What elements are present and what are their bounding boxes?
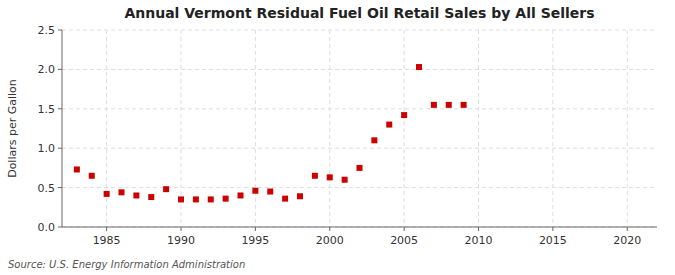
point [148,194,154,200]
point [163,186,169,192]
x-grid-line [478,30,479,227]
x-tick-label: 1985 [93,234,121,247]
y-tick-label: 1.0 [38,142,56,155]
y-axis-label: Dollars per Gallon [6,79,19,178]
point [238,192,244,198]
y-tick [58,30,62,31]
x-tick [255,227,256,231]
point [342,177,348,183]
source-note: Source: U.S. Energy Information Administ… [8,259,245,270]
x-tick-label: 2020 [613,234,641,247]
y-tick-label: 1.5 [38,103,56,116]
x-tick [329,227,330,231]
point [312,173,318,179]
x-tick [181,227,182,231]
y-tick [58,227,62,228]
y-grid-line [62,148,657,149]
y-tick [58,148,62,149]
point [461,102,467,108]
point [104,191,110,197]
x-tick-label: 2015 [539,234,567,247]
y-grid-line [62,108,657,109]
point [193,196,199,202]
point [327,174,333,180]
point [371,137,377,143]
x-grid-line [627,30,628,227]
point [297,193,303,199]
point [223,196,229,202]
x-grid-line [329,30,330,227]
points [74,64,467,202]
y-grid-line [62,69,657,70]
point [133,192,139,198]
x-tick-label: 1990 [167,234,195,247]
point [89,173,95,179]
y-tick-label: 0.5 [38,182,56,195]
point [357,165,363,171]
x-tick [552,227,553,231]
point [119,189,125,195]
y-grid-line [62,30,657,31]
x-grid-line [106,30,107,227]
y-tick [58,69,62,70]
point [178,196,184,202]
point [401,112,407,118]
x-grid-line [552,30,553,227]
point [431,102,437,108]
y-grid-line [62,227,657,228]
x-grid-line [404,30,405,227]
y-tick-label: 0.0 [38,221,56,234]
y-tick [58,108,62,109]
point [282,196,288,202]
chart: Annual Vermont Residual Fuel Oil Retail … [0,0,675,275]
point [386,122,392,128]
x-tick [106,227,107,231]
x-tick-label: 1995 [241,234,269,247]
grid [62,30,657,227]
title: Annual Vermont Residual Fuel Oil Retail … [124,5,594,21]
x-tick-label: 2005 [390,234,418,247]
y-tick [58,187,62,188]
axes: 0.0 0.5 1.0 1.5 2.0 2.5 1985 1990 1995 2000 2005 20… [38,24,658,247]
x-tick [404,227,405,231]
y-axis-line [62,30,63,227]
x-tick [627,227,628,231]
point [267,189,273,195]
x-tick [478,227,479,231]
point [208,196,214,202]
x-grid-line [255,30,256,227]
point [74,166,80,172]
point [416,64,422,70]
x-tick-label: 2000 [316,234,344,247]
y-tick-label: 2.0 [38,63,56,76]
point [252,188,258,194]
y-grid-line [62,187,657,188]
y-tick-label: 2.5 [38,24,56,37]
x-axis-line [62,227,657,228]
x-tick-label: 2010 [465,234,493,247]
point [446,102,452,108]
